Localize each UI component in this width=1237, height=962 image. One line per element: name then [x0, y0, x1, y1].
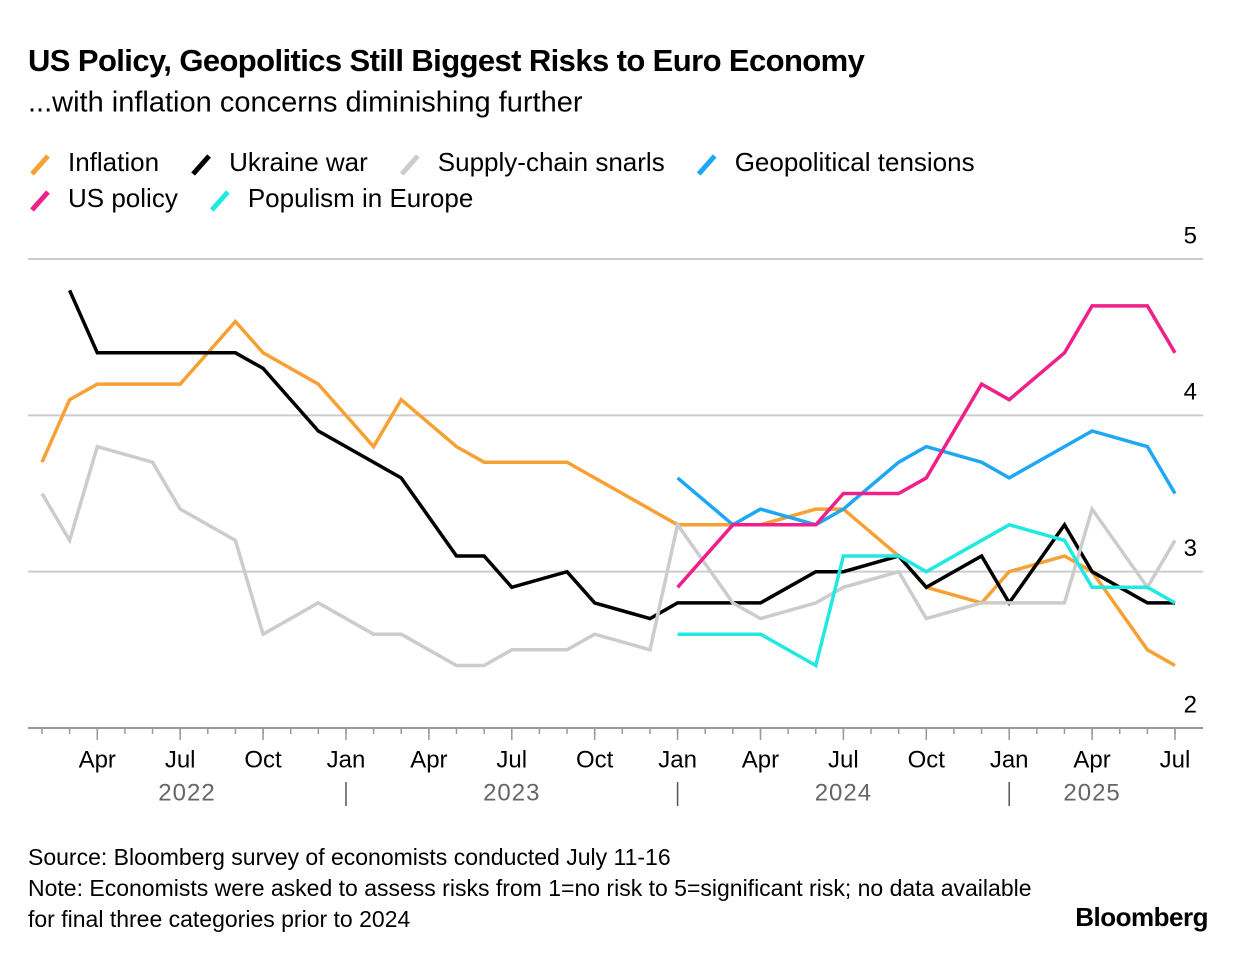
legend-swatch — [30, 190, 50, 212]
x-tick-label: Apr — [410, 746, 447, 773]
x-tick-label: Jul — [828, 746, 859, 773]
chart-subtitle: ...with inflation concerns diminishing f… — [28, 87, 583, 119]
series-line — [676, 304, 1177, 589]
x-tick-label: Oct — [576, 746, 614, 773]
x-tick-label: Jul — [496, 746, 527, 773]
legend-label: Ukraine war — [229, 147, 368, 177]
series-line — [68, 289, 1175, 621]
x-tick-label: Oct — [908, 746, 946, 773]
legend-label: Populism in Europe — [248, 183, 473, 213]
source: Source: Bloomberg survey of economists c… — [28, 844, 671, 870]
x-tick-label: Apr — [79, 746, 116, 773]
series-line — [40, 444, 1177, 668]
x-tick-label: Apr — [1073, 746, 1110, 773]
x-tick-label: Apr — [742, 746, 779, 773]
x-tick-label: Jan — [658, 746, 697, 773]
legend-swatch — [30, 154, 50, 176]
series-line — [677, 522, 1176, 669]
note: Note: Economists were asked to assess ri… — [28, 875, 1032, 932]
legend-item: Supply-chain snarls — [399, 147, 665, 177]
series-line — [40, 318, 1176, 668]
legend-swatch — [191, 154, 211, 176]
year-label: 2024 — [815, 779, 872, 806]
year-label: 2023 — [483, 779, 540, 806]
legend: Inflation Ukraine war Supply-chain snarls G… — [30, 147, 975, 213]
x-tick-label: Jul — [1160, 746, 1191, 773]
x-tick-label: Oct — [244, 746, 282, 773]
x-tick-label: Jan — [990, 746, 1029, 773]
chart-title: US Policy, Geopolitics Still Biggest Ris… — [28, 43, 866, 78]
legend-label: Inflation — [68, 147, 159, 177]
legend-item: US policy — [30, 183, 178, 213]
legend-item: Ukraine war — [191, 147, 368, 177]
legend-item: Populism in Europe — [209, 183, 473, 213]
x-tick-label: Jul — [165, 746, 196, 773]
y-tick-label: 3 — [1184, 535, 1197, 562]
legend-item: Inflation — [30, 147, 159, 177]
legend-swatch — [696, 154, 717, 176]
series-line — [676, 429, 1177, 527]
legend-label: Supply-chain snarls — [438, 147, 665, 177]
year-label: 2025 — [1063, 779, 1120, 806]
y-tick-label: 2 — [1184, 691, 1197, 718]
legend-label: US policy — [68, 183, 178, 213]
legend-swatch — [399, 154, 420, 176]
x-tick-label: Jan — [327, 746, 366, 773]
y-tick-label: 4 — [1184, 379, 1197, 406]
year-label: 2022 — [158, 779, 215, 806]
brand: Bloomberg — [1075, 902, 1208, 932]
legend-swatch — [209, 190, 230, 212]
plot: 2 3 4 5 Apr Jul Oct Jan Apr Jul Oct Jan Apr Jul Oct Jan… — [28, 222, 1203, 806]
legend-label: Geopolitical tensions — [735, 147, 975, 177]
y-tick-label: 5 — [1184, 222, 1197, 249]
legend-item: Geopolitical tensions — [696, 147, 975, 177]
